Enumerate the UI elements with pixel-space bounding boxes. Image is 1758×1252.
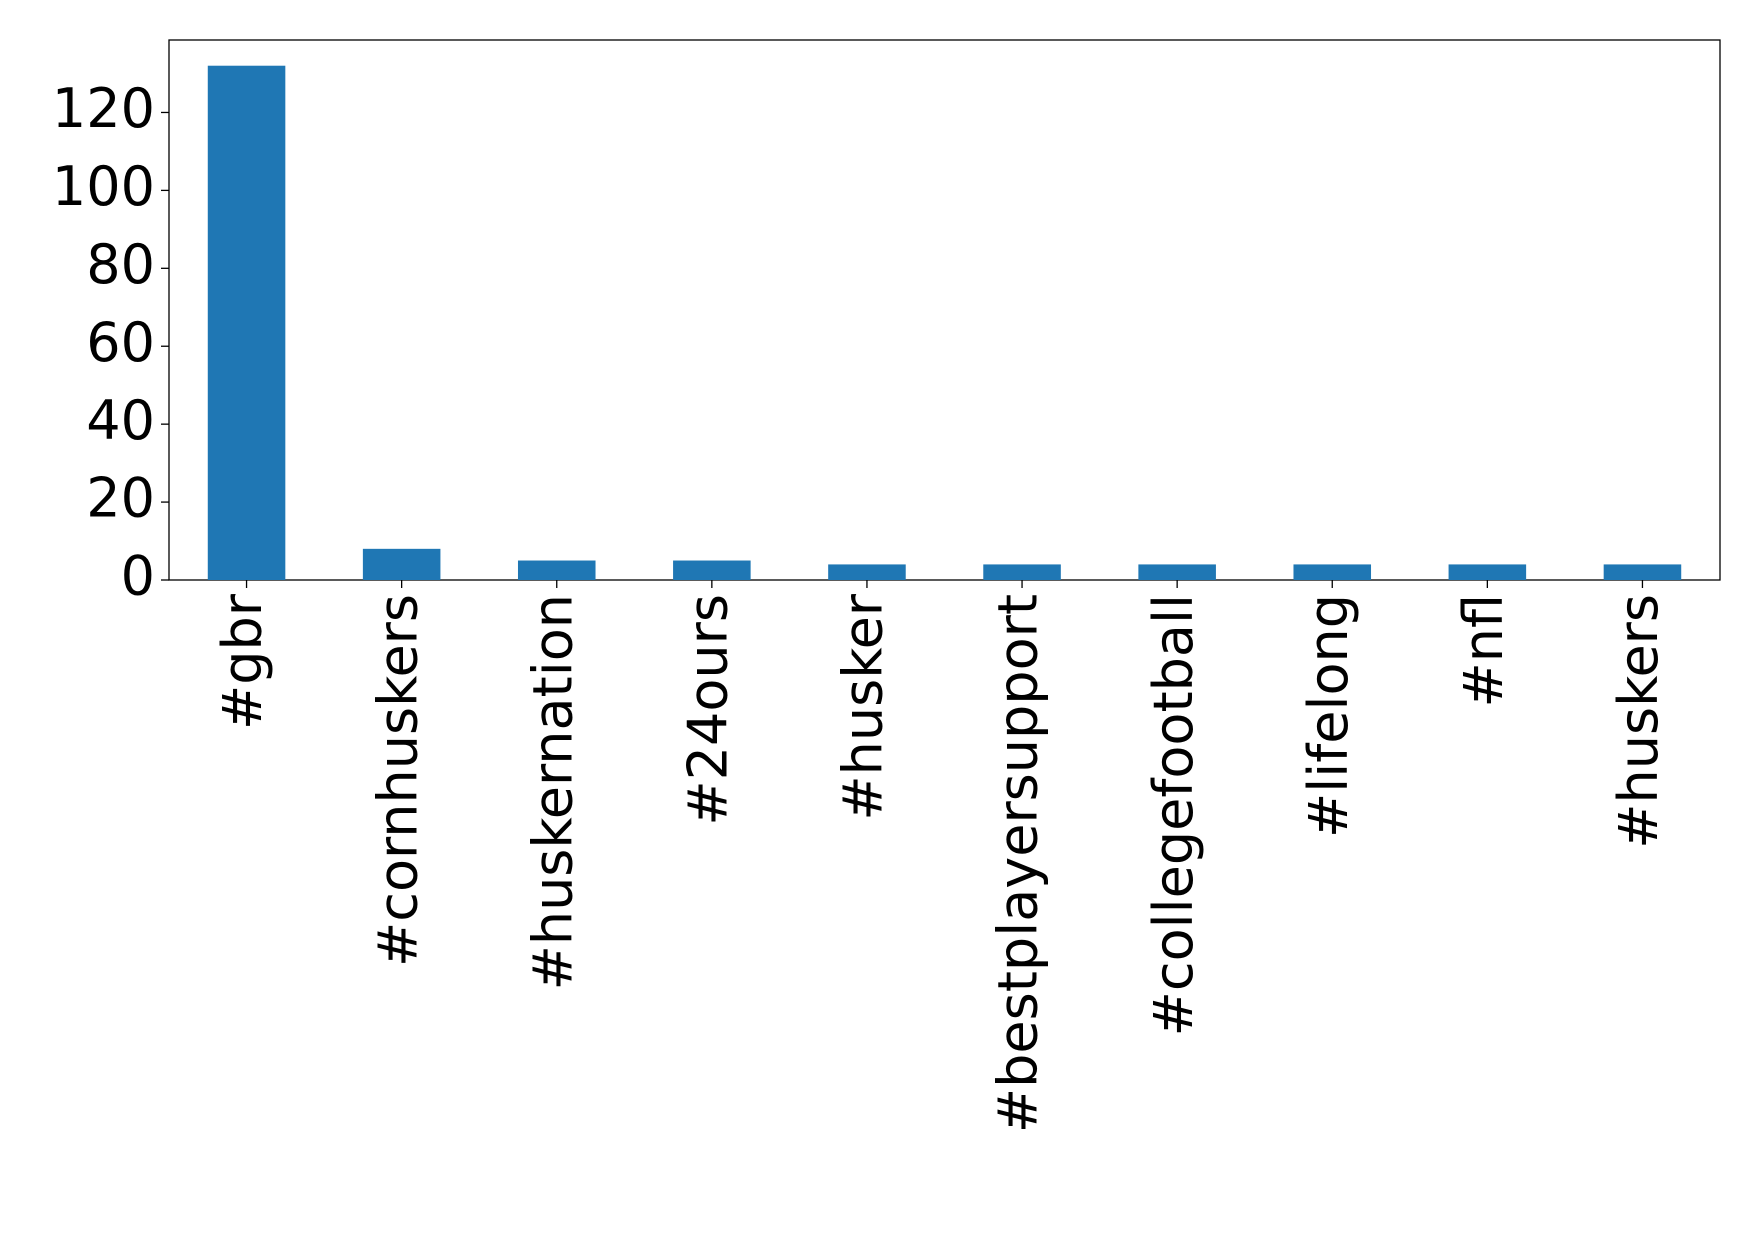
bar <box>1138 564 1216 580</box>
bar <box>1293 564 1372 580</box>
y-tick-label: 80 <box>86 233 155 296</box>
x-tick-label: #bestplayersupport <box>987 594 1050 1133</box>
x-tick-label: #huskernation <box>521 594 584 990</box>
bar <box>828 564 906 580</box>
bar <box>362 548 441 580</box>
bar <box>1603 564 1682 580</box>
bar <box>983 564 1061 580</box>
bar <box>207 65 286 580</box>
x-tick-label: #gbr <box>211 593 274 730</box>
x-tick-label: #lifelong <box>1297 594 1360 838</box>
x-tick-label: #cornhuskers <box>366 594 429 967</box>
bar <box>517 560 596 580</box>
x-tick-label: #collegefootball <box>1142 594 1205 1036</box>
y-tick-label: 40 <box>86 389 155 452</box>
y-tick-label: 20 <box>86 467 155 530</box>
plot-frame <box>168 39 1721 581</box>
x-tick-label: #husker <box>832 593 895 820</box>
x-tick-label: #nfl <box>1452 594 1515 707</box>
y-tick-label: 0 <box>121 545 155 608</box>
bar <box>673 560 751 580</box>
y-tick-label: 100 <box>52 155 155 218</box>
x-tick-label: #24ours <box>676 594 739 826</box>
bar <box>1448 564 1527 580</box>
y-tick-label: 60 <box>86 311 155 374</box>
x-tick-label: #huskers <box>1607 594 1670 849</box>
y-tick-label: 120 <box>52 77 155 140</box>
